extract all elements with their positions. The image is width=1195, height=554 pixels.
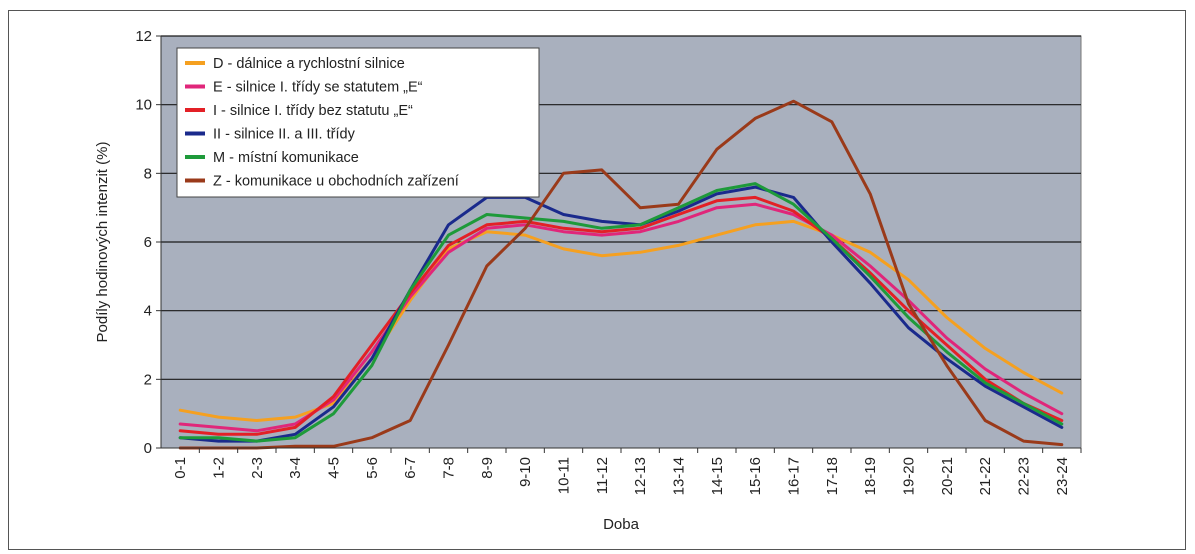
x-tick-label: 6-7 bbox=[402, 457, 419, 479]
x-tick-label: 21-22 bbox=[977, 457, 994, 495]
x-tick-label: 4-5 bbox=[326, 457, 343, 479]
y-tick-label: 12 bbox=[135, 28, 152, 45]
x-tick-label: 9-10 bbox=[517, 457, 534, 487]
x-tick-label: 22-23 bbox=[1016, 457, 1033, 495]
x-tick-label: 7-8 bbox=[441, 457, 458, 479]
y-tick-label: 2 bbox=[144, 371, 152, 388]
line-chart: 0 2 4 6 8 10 12 0-1 1-2 2-3 3-4 4-5 5-6 6-7 7-8 8-9 9-10… bbox=[94, 28, 1082, 533]
series-line-6 bbox=[178, 99, 1064, 450]
x-tick-label: 11-12 bbox=[594, 457, 611, 494]
legend: D - dálnice a rychlostní silnice E - siln… bbox=[176, 47, 540, 198]
x-tick-label: 18-19 bbox=[862, 457, 879, 495]
x-tick-label: 14-15 bbox=[709, 457, 726, 495]
axes: 0 2 4 6 8 10 12 0-1 1-2 2-3 3-4 4-5 5-6 6-7 7-8 8-9 9-10… bbox=[135, 28, 1082, 495]
x-tick-label: 15-16 bbox=[747, 457, 764, 495]
x-tick-label: 2-3 bbox=[249, 457, 266, 479]
x-tick-label: 8-9 bbox=[479, 457, 496, 479]
legend-box bbox=[176, 47, 540, 198]
x-tick-label: 13-14 bbox=[671, 457, 688, 495]
legend-entry: E - silnice I. třídy se statutem „E“ bbox=[213, 80, 423, 96]
y-tick-label: 6 bbox=[144, 234, 152, 251]
x-tick-label: 1-2 bbox=[211, 457, 228, 479]
x-axis-title: Doba bbox=[603, 516, 640, 533]
series-line-5 bbox=[178, 182, 1064, 443]
x-tick-label: 20-21 bbox=[939, 457, 956, 495]
x-tick-label: 0-1 bbox=[172, 457, 189, 479]
legend-entry: D - dálnice a rychlostní silnice bbox=[213, 56, 405, 72]
x-tick-label: 3-4 bbox=[287, 457, 304, 479]
legend-entry: M - místní komunikace bbox=[213, 150, 359, 166]
legend-entry: II - silnice II. a III. třídy bbox=[213, 127, 356, 143]
y-axis-title: Podíly hodinových intenzit (%) bbox=[94, 142, 111, 343]
x-tick-label: 23-24 bbox=[1054, 457, 1071, 495]
x-tick-label: 12-13 bbox=[632, 457, 649, 495]
series-lines bbox=[178, 99, 1064, 450]
x-tick-label: 19-20 bbox=[901, 457, 918, 495]
chart-frame: 0 2 4 6 8 10 12 0-1 1-2 2-3 3-4 4-5 5-6 6-7 7-8 8-9 9-10… bbox=[8, 10, 1186, 550]
y-tick-label: 4 bbox=[144, 303, 152, 320]
x-tick-label: 17-18 bbox=[824, 457, 841, 495]
legend-entry: I - silnice I. třídy bez statutu „E“ bbox=[213, 103, 413, 119]
series-line-2 bbox=[178, 202, 1064, 433]
y-tick-label: 8 bbox=[144, 165, 152, 182]
y-tick-label: 10 bbox=[135, 97, 152, 114]
x-tick-label: 5-6 bbox=[364, 457, 381, 479]
x-tick-label: 10-11 bbox=[556, 457, 573, 494]
legend-entry: Z - komunikace u obchodních zařízení bbox=[213, 174, 459, 190]
y-tick-label: 0 bbox=[144, 440, 152, 457]
x-tick-label: 16-17 bbox=[786, 457, 803, 495]
series-line-4 bbox=[178, 185, 1064, 443]
